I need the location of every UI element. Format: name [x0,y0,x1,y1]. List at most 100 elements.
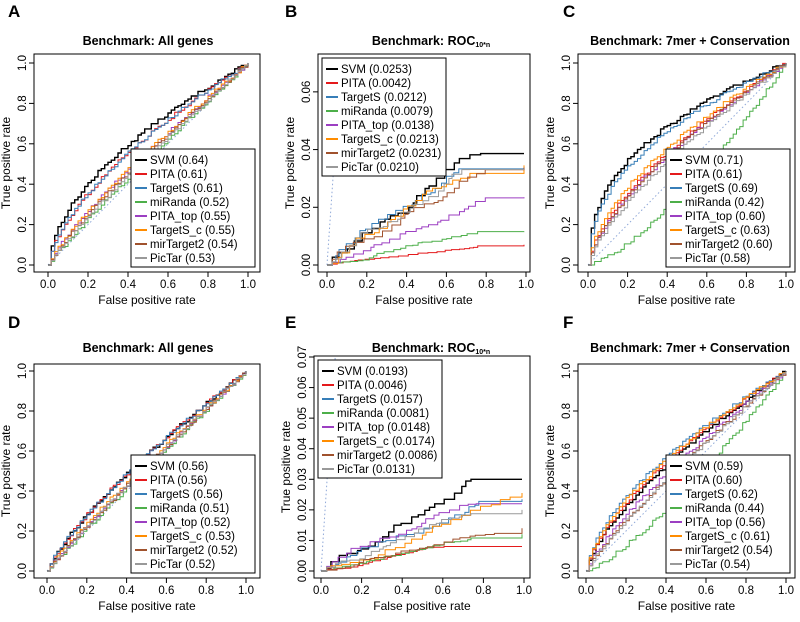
legend-label: TargetS (0.69) [685,183,758,195]
legend-label: mirTarget2 (0.60) [685,239,773,251]
y-tick-label: 0.2 [17,217,29,233]
panel-d: D Benchmark: All genes 0.0 0.2 0.4 0.6 0.8 1.0 0… [0,313,261,613]
roc-line-svm [588,63,787,266]
roc-line-targets [588,63,787,266]
panel-title-main: Benchmark: 7mer + Conservation [590,34,790,48]
y-tick-label: 1.0 [561,55,573,71]
legend-label: mirTarget2 (0.52) [150,545,238,557]
legend-label: SVM (0.64) [150,155,208,167]
y-axis-label: True positive rate [283,117,297,210]
roc-line-targets [327,168,524,266]
legend-label: mirTarget2 (0.0231) [341,148,442,160]
x-tick-label: 0.8 [198,585,214,597]
roc-line-targets-c [588,63,787,266]
legend-label: PITA (0.61) [685,169,742,181]
x-tick-label: 0.0 [313,585,329,597]
roc-line-svm [586,370,787,572]
panel-title: Benchmark: All genes [83,341,214,355]
y-axis-label: True positive rate [0,425,13,518]
x-tick-label: 1.0 [516,585,532,597]
plot-frame [577,363,796,579]
legend-label: miRanda (0.51) [150,503,229,515]
x-axis-label: False positive rate [638,599,736,613]
legend-label: PITA_top (0.0138) [341,120,434,132]
x-tick-label: 0.0 [40,279,56,291]
panel-letter: A [8,2,20,21]
x-tick-label: 0.6 [435,585,451,597]
y-tick-label: 1.0 [17,55,29,71]
y-tick-label: 0.4 [17,176,29,193]
x-axis-label: False positive rate [373,599,471,613]
x-tick-label: 0.2 [359,279,375,291]
roc-line-mirtarget2 [321,528,523,572]
x-tick-label: 0.0 [578,585,594,597]
legend-label: TargetS_c (0.63) [685,225,770,237]
panel-title-main: Benchmark: All genes [83,341,214,355]
legend-label: TargetS (0.0212) [341,92,427,104]
roc-line-targets [321,499,523,572]
legend-label: SVM (0.59) [685,461,743,473]
legend-box [665,454,791,574]
panel-title: Benchmark: All genes [83,34,214,48]
legend-label: SVM (0.0193) [337,366,408,378]
x-tick-label: 0.4 [658,585,675,597]
x-tick-label: 0.8 [738,585,754,597]
y-tick-label: 0.0 [17,257,29,273]
roc-line-targets [48,63,249,266]
legend-label: PicTar (0.58) [685,253,750,265]
panel-e: E Benchmark: ROC10*n 0.0 0.2 0.4 0.6 0.8 1.0 0.0… [279,313,532,613]
x-tick-label: 0.6 [699,279,715,291]
y-tick-label: 0.0 [17,563,29,579]
y-tick-label: 0.03 [297,468,309,490]
roc-line-targets-c [327,165,525,266]
y-tick-label: 0.4 [17,482,29,499]
legend-label: PicTar (0.52) [150,559,215,571]
legend-label: miRanda (0.0081) [337,408,429,420]
x-tick-label: 0.0 [580,279,596,291]
legend-label: SVM (0.56) [150,461,208,473]
legend-label: TargetS_c (0.53) [150,531,235,543]
panel-letter: C [563,2,575,21]
y-tick-label: 0.04 [301,138,313,161]
x-tick-label: 0.0 [319,279,335,291]
legend-box [321,57,447,177]
y-tick-label: 0.0 [561,257,573,273]
legend-label: miRanda (0.44) [685,503,764,515]
y-tick-label: 0.01 [297,529,309,551]
panel-letter: E [285,313,296,332]
roc-line-miranda [321,534,523,572]
roc-line-pictar [588,63,787,266]
y-axis-label: True positive rate [279,421,293,514]
x-tick-label: 0.6 [438,279,454,291]
legend-label: PITA (0.60) [685,475,742,487]
panel-title: Benchmark: ROC10*n [372,34,490,49]
panel-title-subscript: 10*n [475,42,490,49]
legend-box [665,148,791,268]
legend-label: miRanda (0.42) [685,197,764,209]
x-tick-label: 0.6 [160,279,176,291]
y-tick-label: 0.2 [561,217,573,233]
legend-label: miRanda (0.52) [150,197,229,209]
x-tick-label: 0.4 [659,279,676,291]
x-tick-label: 0.2 [354,585,370,597]
legend-box [130,454,256,574]
legend-box [130,148,256,268]
y-tick-label: 0.00 [301,254,313,276]
legend-label: PITA (0.0046) [337,380,407,392]
y-tick-label: 0.02 [301,196,313,218]
panel-title-main: Benchmark: 7mer + Conservation [590,341,790,355]
legend-label: mirTarget2 (0.0086) [337,450,438,462]
y-tick-label: 0.8 [561,403,573,419]
y-tick-label: 0.8 [561,95,573,111]
panel-letter: B [285,2,297,21]
panel-a: A Benchmark: All genes 0.0 0.2 0.4 0.6 0.8 1.0 0… [0,2,261,307]
x-axis-label: False positive rate [375,293,473,307]
legend-label: TargetS_c (0.55) [150,225,235,237]
legend-label: SVM (0.0253) [341,64,412,76]
legend-label: PITA_top (0.0148) [337,422,430,434]
legend-label: TargetS (0.0157) [337,394,423,406]
y-tick-label: 0.8 [17,403,29,419]
x-tick-label: 0.8 [738,279,754,291]
y-axis-label: True positive rate [0,117,13,210]
legend: SVM (0.71) PITA (0.61) TargetS (0.69) miRan… [665,148,791,268]
